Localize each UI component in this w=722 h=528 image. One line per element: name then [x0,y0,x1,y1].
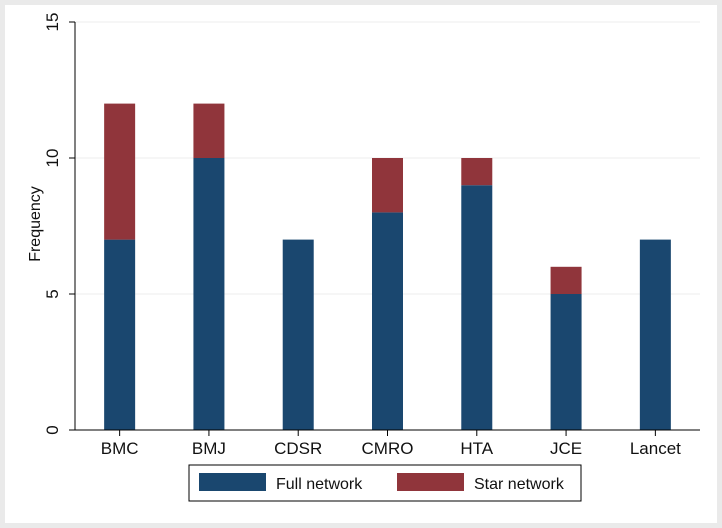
y-ticks: 0 5 10 15 [43,13,75,435]
bar-star-bmc [104,103,136,240]
x-tick-label: Lancet [630,439,681,458]
x-ticks: BMC BMJ CDSR CMRO HTA JCE Lancet [75,429,700,458]
bar-full-hta [461,185,493,430]
x-tick-label: BMC [101,439,139,458]
bar-star-jce [550,266,582,294]
legend-swatch-star [397,473,464,491]
bar-full-bmc [104,239,136,430]
x-tick-label: BMJ [192,439,226,458]
x-tick-label: JCE [550,439,582,458]
bar-star-bmj [193,103,225,158]
bar-star-cmro [372,158,403,213]
legend-label-star: Star network [474,476,565,493]
x-tick-label: CMRO [362,439,414,458]
bar-full-jce [550,294,582,430]
y-tick-label: 0 [43,425,62,434]
bar-full-lancet [639,239,671,430]
y-tick-label: 10 [43,149,62,168]
y-tick-label: 15 [43,13,62,32]
y-tick-label: 5 [43,289,62,298]
bars [104,103,671,430]
legend-label-full: Full network [276,476,363,493]
bar-full-bmj [193,158,225,430]
legend-swatch-full [199,473,266,491]
x-tick-label: HTA [460,439,493,458]
legend: Full network Star network [188,464,582,502]
x-tick-label: CDSR [274,439,322,458]
bar-star-hta [461,158,493,186]
bar-full-cdsr [282,239,314,430]
bar-full-cmro [372,212,403,430]
y-axis-title: Frequency [27,186,44,262]
